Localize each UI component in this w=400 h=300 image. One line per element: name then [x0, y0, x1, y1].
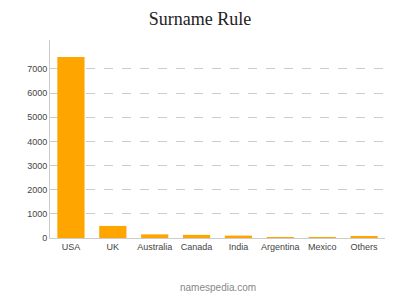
svg-text:India: India [229, 242, 249, 252]
svg-text:namespedia.com: namespedia.com [180, 282, 256, 293]
svg-text:4000: 4000 [27, 137, 47, 147]
svg-text:1000: 1000 [27, 209, 47, 219]
svg-text:0: 0 [42, 233, 47, 243]
svg-text:5000: 5000 [27, 112, 47, 122]
svg-text:Mexico: Mexico [308, 242, 337, 252]
svg-text:USA: USA [62, 242, 81, 252]
svg-text:UK: UK [107, 242, 120, 252]
svg-text:Surname Rule: Surname Rule [149, 9, 251, 29]
svg-text:6000: 6000 [27, 88, 47, 98]
svg-text:Others: Others [351, 242, 379, 252]
svg-text:7000: 7000 [27, 64, 47, 74]
svg-text:Argentina: Argentina [261, 242, 300, 252]
svg-text:Australia: Australia [137, 242, 172, 252]
svg-text:2000: 2000 [27, 185, 47, 195]
svg-text:Canada: Canada [181, 242, 213, 252]
svg-text:3000: 3000 [27, 161, 47, 171]
